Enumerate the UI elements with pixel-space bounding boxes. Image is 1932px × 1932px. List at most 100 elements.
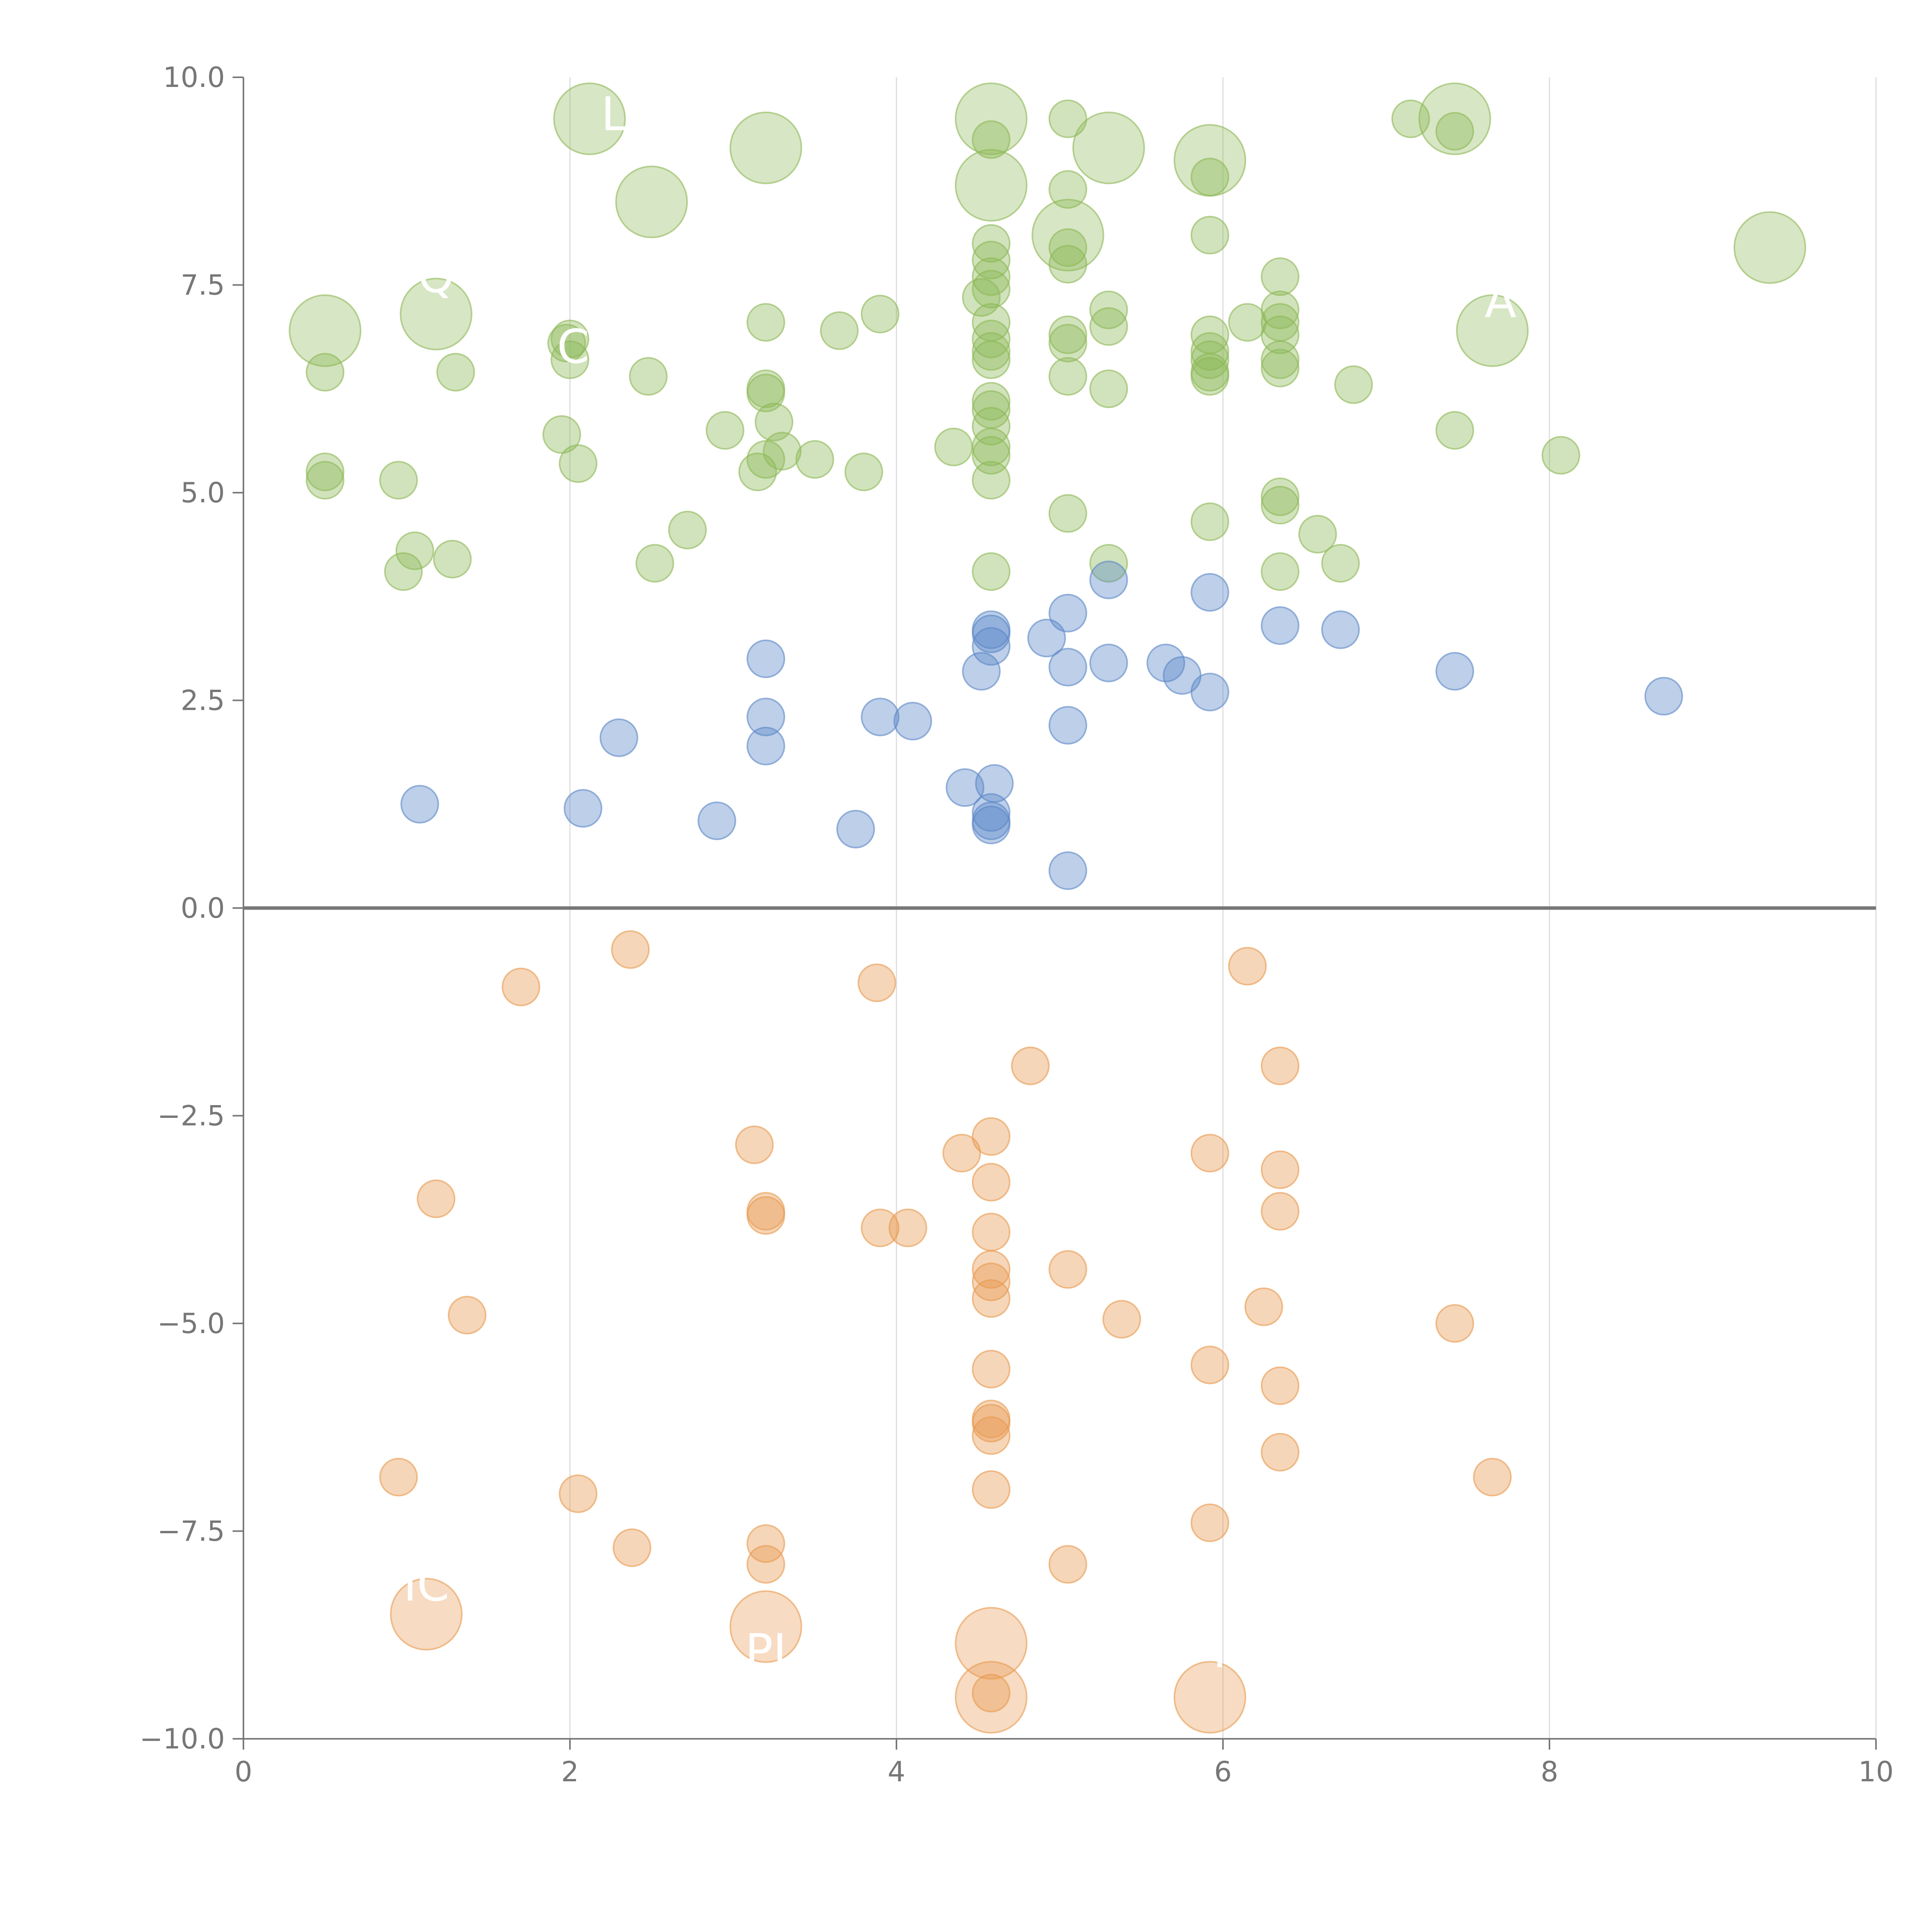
bubble-low — [972, 1262, 1011, 1301]
bubble-high — [972, 241, 1011, 279]
bubble-low — [942, 1134, 981, 1173]
bubble-high — [934, 427, 973, 466]
bubble-high — [1048, 315, 1087, 354]
bubble-high — [820, 311, 859, 350]
y-tick-label: 2.5 — [180, 684, 225, 717]
bubble-low — [972, 1117, 1011, 1156]
bubble-high — [1435, 112, 1474, 151]
bubble-high — [1541, 436, 1580, 475]
bubble-mid — [400, 785, 439, 824]
bubble-low — [747, 1196, 785, 1235]
bubble-high — [972, 407, 1011, 446]
bubble-high — [972, 224, 1011, 263]
bubble-high — [436, 353, 475, 392]
x-tick-label: 2 — [561, 1755, 579, 1788]
y-tick-label: 7.5 — [180, 269, 225, 301]
bubble-high — [962, 278, 1001, 317]
bubble-low — [972, 1163, 1011, 1202]
bubble-high — [755, 403, 794, 442]
bubble-mid — [563, 789, 602, 828]
bubble-label: L — [601, 88, 627, 141]
bubble-mid — [1190, 673, 1230, 711]
bubble-mid — [1644, 677, 1683, 716]
bubble-high — [379, 461, 418, 500]
bubble-high — [433, 540, 472, 578]
x-tick-label: 0 — [235, 1755, 252, 1788]
y-tick-label: −2.5 — [157, 1100, 225, 1132]
bubble-high — [1190, 158, 1230, 196]
bubble-label: I — [1213, 1624, 1226, 1678]
axes — [233, 77, 1877, 1750]
bubble-low — [1260, 1150, 1299, 1189]
bubble-high — [1190, 216, 1230, 255]
bubble-mid — [972, 793, 1011, 832]
bubble-low — [1244, 1287, 1283, 1326]
bubble-high — [747, 374, 785, 412]
bubble-high — [972, 320, 1011, 359]
bubble-high — [706, 411, 745, 450]
bubble-high — [1228, 303, 1267, 342]
bubble-low — [1473, 1458, 1512, 1497]
bubble-low — [1048, 1250, 1087, 1289]
bubble-mid — [1260, 606, 1299, 645]
bubble-labels: L Q C A IC PI I — [403, 88, 1517, 1679]
bubble-high — [1072, 111, 1145, 184]
bubble-mid — [1048, 706, 1087, 745]
bubble-low — [1011, 1046, 1050, 1085]
bubble-low — [417, 1179, 456, 1218]
bubble-low — [972, 1279, 1011, 1318]
bubble-low — [1173, 1661, 1247, 1734]
bubble-high — [1048, 99, 1087, 138]
bubble-mid — [861, 697, 900, 736]
bubble-high — [1089, 291, 1128, 329]
bubble-high — [400, 277, 473, 350]
bubble-high — [395, 531, 434, 570]
bubbles — [289, 82, 1806, 1734]
bubble-low — [1228, 947, 1267, 986]
bubble-low — [747, 1524, 785, 1563]
bubble-low — [612, 1528, 651, 1567]
bubble-high — [1089, 307, 1128, 346]
bubble-mid — [1089, 560, 1128, 599]
y-tick-label: −10.0 — [139, 1723, 225, 1755]
bubble-low — [390, 1578, 463, 1651]
bubble-low — [955, 1607, 1028, 1680]
bubble-high — [844, 452, 883, 492]
bubble-high — [306, 353, 345, 392]
y-tick-label: −7.5 — [157, 1515, 225, 1548]
bubble-low — [972, 1404, 1011, 1442]
bubble-mid — [972, 806, 1011, 844]
bubble-high — [629, 357, 668, 396]
bubble-mid — [836, 810, 875, 849]
bubble-high — [972, 332, 1011, 371]
bubble-high — [635, 544, 674, 583]
x-tick-label: 8 — [1541, 1755, 1558, 1788]
bubble-mid — [1048, 851, 1087, 890]
bubble-high — [1048, 170, 1087, 209]
bubble-low — [857, 963, 896, 1002]
bubble-low — [1260, 1366, 1299, 1405]
bubble-high — [1260, 486, 1299, 525]
bubble-high — [1391, 99, 1430, 138]
bubble-high — [972, 120, 1011, 159]
y-tick-label: 0.0 — [180, 892, 225, 924]
bubble-high — [559, 444, 598, 483]
bubble-high — [1048, 324, 1087, 362]
bubble-low — [972, 1213, 1011, 1252]
bubble-low — [1048, 1545, 1087, 1584]
bubble-high — [795, 440, 834, 479]
bubble-low — [861, 1208, 900, 1247]
bubble-mid — [962, 652, 1001, 691]
bubble-low — [1190, 1503, 1230, 1542]
bubble-low — [972, 1250, 1011, 1289]
bubble-mid — [1048, 594, 1087, 633]
x-tick-label: 6 — [1214, 1755, 1232, 1788]
bubble-low — [735, 1125, 774, 1164]
bubble-high — [1190, 502, 1230, 541]
bubble-label: PI — [745, 1624, 787, 1678]
bubble-high — [1190, 357, 1230, 396]
x-tick-label: 10 — [1858, 1755, 1894, 1788]
bubble-low — [559, 1474, 598, 1513]
bubble-mid — [972, 627, 1011, 666]
